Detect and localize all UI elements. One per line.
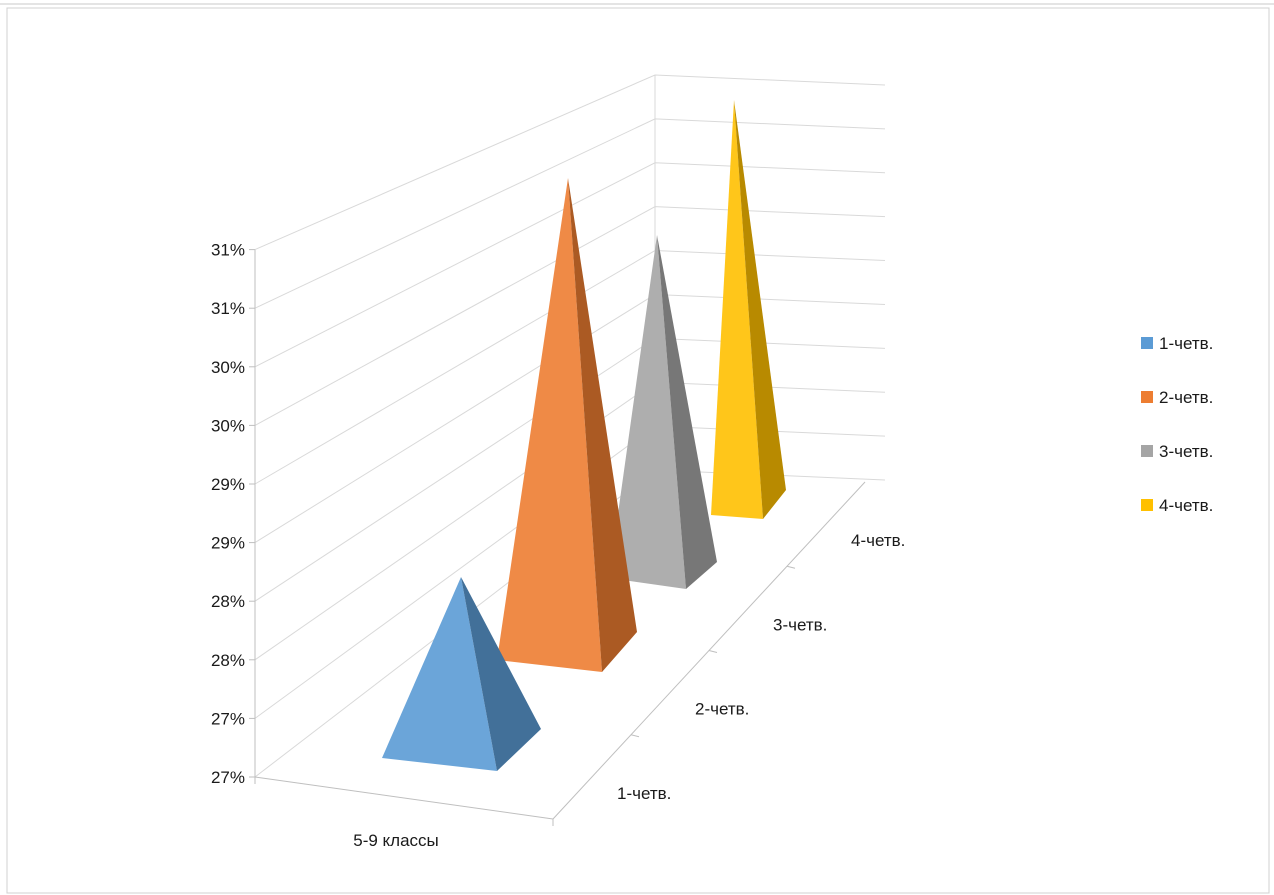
pyramid-3 bbox=[609, 235, 717, 589]
pyramid-front-face bbox=[497, 178, 602, 672]
y-tick-label: 29% bbox=[211, 475, 245, 494]
y-tick-label: 28% bbox=[211, 592, 245, 611]
legend-label: 4-четв. bbox=[1159, 496, 1213, 515]
pyramid-2 bbox=[497, 178, 637, 672]
y-tick-label: 27% bbox=[211, 709, 245, 728]
pyramid-1 bbox=[382, 577, 541, 771]
y-tick-label: 31% bbox=[211, 241, 245, 260]
x-axis-line bbox=[254, 776, 554, 820]
y-tick-label: 30% bbox=[211, 416, 245, 435]
y-tick-label: 28% bbox=[211, 651, 245, 670]
legend-swatch bbox=[1141, 445, 1153, 457]
y-tick-label: 30% bbox=[211, 358, 245, 377]
category-label: 5-9 классы bbox=[353, 831, 439, 850]
depth-tick-mark bbox=[786, 565, 796, 569]
depth-label: 1-четв. bbox=[617, 784, 671, 803]
legend-swatch bbox=[1141, 391, 1153, 403]
legend-swatch bbox=[1141, 499, 1153, 511]
pyramid-side-face bbox=[657, 235, 717, 589]
legend-label: 2-четв. bbox=[1159, 388, 1213, 407]
y-tick-label: 29% bbox=[211, 534, 245, 553]
labels-layer: 5-9 классы 27% 27% 28% 28% 29% 29% 30% 30% 31% 31… bbox=[211, 241, 905, 850]
legend: 1-четв. 2-четв. 3-четв. 4-четв. bbox=[1141, 334, 1213, 515]
depth-label: 4-четв. bbox=[851, 531, 905, 550]
depth-tick-mark bbox=[708, 650, 718, 653]
pyramid-side-face bbox=[568, 178, 637, 672]
pyramid-4 bbox=[711, 100, 786, 519]
legend-label: 1-четв. bbox=[1159, 334, 1213, 353]
axes-layer bbox=[249, 249, 866, 826]
pyramid-side-face bbox=[461, 577, 541, 771]
legend-label: 3-четв. bbox=[1159, 442, 1213, 461]
y-tick-label: 31% bbox=[211, 299, 245, 318]
pyramid-front-face bbox=[711, 100, 763, 519]
pyramid-front-face bbox=[382, 577, 497, 771]
y-tick-label: 27% bbox=[211, 768, 245, 787]
depth-label: 2-четв. bbox=[695, 700, 749, 719]
pyramid-front-face bbox=[609, 235, 686, 589]
legend-swatch bbox=[1141, 337, 1153, 349]
depth-tick-mark bbox=[630, 734, 640, 738]
pyramids-layer bbox=[382, 100, 786, 771]
pyramid-side-face bbox=[734, 100, 786, 519]
depth-label: 3-четв. bbox=[773, 615, 827, 634]
